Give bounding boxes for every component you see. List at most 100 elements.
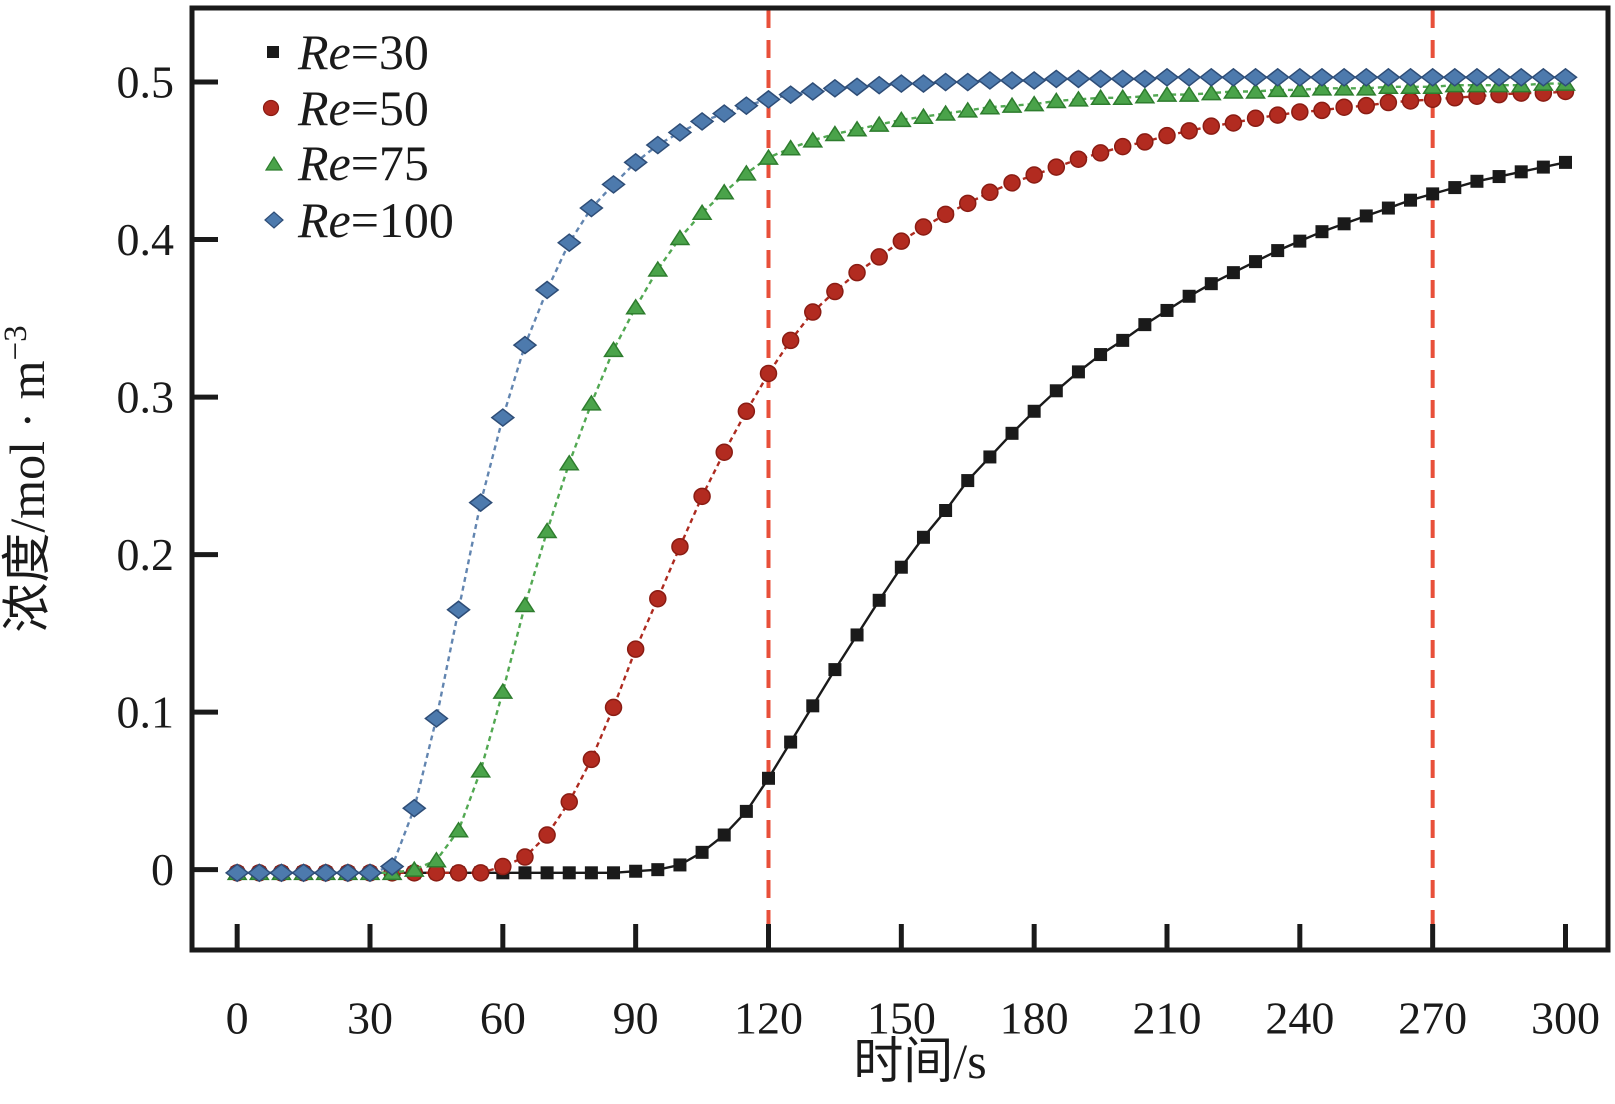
triangle-marker-icon	[558, 454, 580, 471]
diamond-marker-icon	[402, 798, 427, 818]
diamond-marker-icon	[1243, 67, 1268, 87]
circle-marker-icon	[781, 331, 800, 350]
square-marker-icon	[1071, 365, 1085, 379]
triangle-marker-icon	[824, 125, 846, 142]
circle-marker-icon	[1047, 158, 1066, 176]
square-marker-icon	[629, 864, 643, 878]
circle-marker-icon	[1379, 93, 1398, 112]
legend: Re=30 Re=50 Re=75 Re=100	[262, 24, 454, 248]
square-marker-icon	[1027, 404, 1041, 418]
circle-marker-icon	[958, 194, 977, 213]
circle-marker-icon	[538, 826, 556, 844]
legend-diamond-marker-icon	[264, 211, 284, 229]
square-marker-icon	[1426, 187, 1440, 201]
triangle-marker-icon	[780, 139, 802, 156]
y-tick-label: 0.1	[117, 687, 175, 738]
triangle-marker-icon	[890, 110, 912, 128]
triangle-marker-icon	[647, 260, 669, 277]
square-marker-icon	[739, 804, 753, 818]
diamond-marker-icon	[1553, 67, 1578, 87]
triangle-marker-icon	[758, 148, 779, 165]
circle-marker-icon	[715, 443, 733, 461]
diamond-marker-icon	[534, 280, 560, 300]
circle-marker-icon	[604, 698, 623, 717]
circle-marker-icon	[494, 857, 512, 876]
diamond-marker-icon	[756, 89, 781, 109]
diamond-marker-icon	[1486, 67, 1512, 87]
diamond-marker-icon	[1508, 67, 1534, 87]
triangle-marker-icon	[1289, 81, 1311, 98]
diamond-marker-icon	[933, 72, 958, 92]
circle-marker-icon	[671, 537, 689, 556]
circle-marker-icon	[870, 248, 888, 266]
triangle-marker-icon	[1023, 95, 1045, 112]
triangle-marker-icon	[868, 115, 890, 132]
square-marker-icon	[1005, 426, 1019, 440]
x-tick-label: 60	[480, 993, 526, 1044]
circle-marker-icon	[649, 589, 667, 608]
diamond-marker-icon	[1331, 67, 1357, 87]
square-marker-icon	[584, 866, 598, 880]
diamond-marker-icon	[490, 408, 516, 428]
diamond-marker-icon	[1066, 69, 1091, 89]
square-marker-icon	[916, 530, 930, 544]
diamond-marker-icon	[1265, 67, 1290, 87]
y-tick-label: 0.2	[117, 529, 175, 580]
diamond-marker-icon	[446, 600, 471, 620]
circle-marker-icon	[981, 183, 999, 202]
triangle-marker-icon	[735, 164, 757, 181]
square-marker-icon	[717, 828, 731, 842]
diamond-marker-icon	[379, 857, 405, 876]
triangle-marker-icon	[1001, 96, 1023, 113]
diamond-marker-icon	[1154, 67, 1180, 87]
diamond-marker-icon	[1221, 67, 1246, 87]
circle-marker-icon	[1335, 98, 1353, 116]
diamond-marker-icon	[601, 174, 626, 194]
square-marker-icon	[673, 858, 687, 872]
square-marker-icon	[1160, 303, 1174, 317]
diamond-marker-icon	[512, 335, 538, 355]
triangle-marker-icon	[448, 821, 469, 838]
circle-marker-icon	[759, 364, 778, 383]
circle-marker-icon	[693, 487, 711, 506]
triangle-marker-icon	[935, 104, 956, 121]
diamond-marker-icon	[800, 82, 825, 101]
x-axis-title: 时间/s	[853, 1033, 986, 1089]
diamond-marker-icon	[579, 198, 604, 218]
x-tick-label: 240	[1265, 993, 1334, 1044]
circle-marker-icon	[1224, 114, 1243, 132]
y-tick-label: 0.3	[117, 372, 175, 423]
square-marker-icon	[1138, 318, 1152, 332]
square-marker-icon	[872, 593, 886, 607]
tick-labels-layer: 0 30 60 90 120 150 180 210 240 270 300 0 0.1 0.2 0.3 0.…	[117, 57, 1600, 1044]
square-marker-icon	[828, 663, 842, 677]
square-marker-icon	[983, 450, 997, 464]
circle-marker-icon	[1069, 150, 1088, 168]
triangle-marker-icon	[713, 183, 735, 200]
square-marker-icon	[651, 863, 665, 877]
square-marker-icon	[607, 866, 621, 880]
square-marker-icon	[850, 628, 864, 642]
circle-marker-icon	[914, 218, 933, 236]
circle-marker-icon	[1313, 101, 1331, 120]
square-marker-icon	[1271, 244, 1285, 258]
x-tick-label: 0	[226, 993, 249, 1044]
circle-marker-icon	[804, 303, 822, 321]
series-layer	[224, 67, 1578, 883]
circle-marker-icon	[516, 848, 534, 866]
legend-label: Re=75	[297, 135, 429, 191]
plot-border	[189, 5, 1611, 953]
square-marker-icon	[1315, 225, 1329, 239]
circle-marker-icon	[471, 864, 490, 882]
triangle-marker-icon	[1178, 85, 1200, 102]
diamond-marker-icon	[1398, 67, 1423, 87]
circle-marker-icon	[626, 640, 645, 658]
circle-marker-icon	[848, 263, 866, 282]
square-marker-icon	[1293, 234, 1307, 248]
triangle-marker-icon	[492, 682, 514, 699]
diamond-marker-icon	[468, 493, 493, 513]
triangle-marker-icon	[802, 131, 824, 148]
triangle-marker-icon	[669, 229, 691, 246]
